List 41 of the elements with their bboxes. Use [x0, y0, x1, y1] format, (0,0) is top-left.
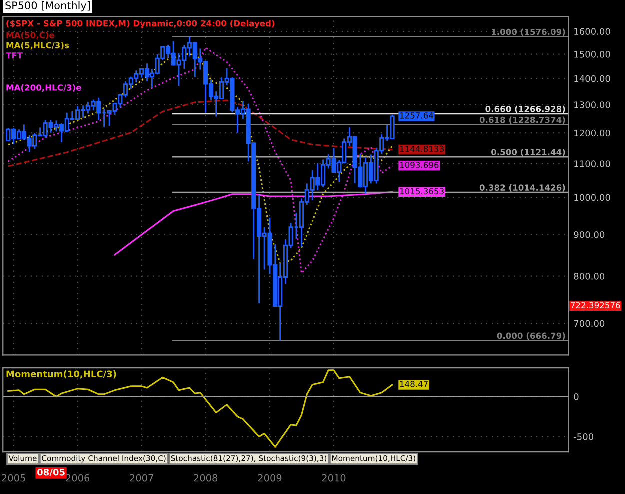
x-tick-label: 2009: [258, 474, 282, 482]
x-tick-label: 2010: [322, 474, 346, 482]
ref-line-label: 0.000 (666.79): [497, 332, 566, 340]
y-tick-label: 700.00: [574, 320, 605, 328]
ref-line-label: 1.000 (1576.09): [492, 28, 566, 36]
chart-title: SP500 [Monthly]: [6, 1, 90, 12]
line-series: [8, 370, 394, 448]
data-label: 148.47: [400, 381, 428, 388]
y-tick-label: 1600.00: [574, 28, 610, 36]
text: MA(200,HLC/3)e: [6, 84, 82, 92]
text: 08/05: [37, 468, 65, 477]
x-tick-label: 2006: [66, 474, 90, 482]
data-label: 1015.3653: [400, 188, 444, 195]
y-tick-label: 900.00: [574, 231, 605, 238]
text: 722.392576: [571, 302, 620, 309]
y-tick-label: -500: [574, 434, 594, 440]
x-tick-label: 2007: [130, 474, 154, 482]
y-tick-label: 1500.00: [574, 51, 610, 58]
y-tick-label: 0: [574, 394, 579, 400]
line-series: [8, 100, 394, 168]
text: 1257.64: [400, 112, 434, 119]
ref-line-label: 0.618 (1228.7374): [480, 116, 566, 124]
data-label: 1093.696: [400, 162, 439, 168]
y-tick-label: 1300.00: [574, 102, 610, 108]
ref-line-label: 0.382 (1014.1426): [480, 184, 566, 192]
text: TFT: [6, 52, 23, 59]
y-tick-label: 800.00: [574, 273, 605, 280]
text: MA(50,C)e: [6, 32, 54, 40]
ref-line-label: 0.660 (1266.928): [486, 106, 566, 114]
data-label: 1144.8133: [400, 146, 444, 152]
chart-title: Momentum(10,HLC/3): [6, 370, 116, 379]
y-tick-label: 1200.00: [574, 130, 610, 137]
chart-subtitle: ($SPX - S&P 500 INDEX,M) Dynamic,0:00 24:00 (Delayed): [6, 20, 275, 28]
y-tick-label: 1000.00: [574, 194, 610, 202]
text: MA(5,HLC/3)s: [6, 42, 70, 50]
x-tick-label: 2005: [2, 474, 26, 482]
y-tick-label: 1100.00: [574, 160, 610, 168]
x-tick-label: 2008: [194, 474, 218, 482]
line-series: [114, 191, 394, 256]
y-tick-label: 1400.00: [574, 75, 610, 82]
ref-line-label: 0.500 (1121.44): [491, 148, 566, 156]
